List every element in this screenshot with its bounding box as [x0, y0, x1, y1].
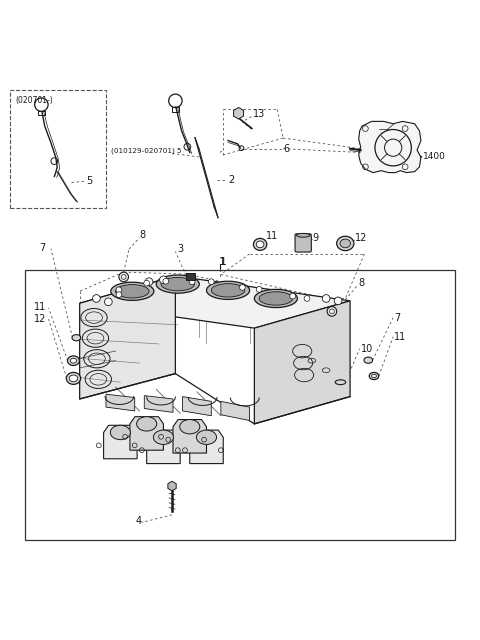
- Bar: [24, 269, 456, 540]
- Text: 4: 4: [136, 516, 142, 526]
- Ellipse shape: [68, 356, 79, 365]
- Ellipse shape: [69, 375, 78, 381]
- Text: 8: 8: [359, 278, 365, 287]
- Polygon shape: [147, 430, 180, 463]
- Ellipse shape: [340, 239, 350, 248]
- Circle shape: [256, 287, 262, 292]
- Ellipse shape: [206, 281, 250, 300]
- Ellipse shape: [72, 335, 81, 341]
- Circle shape: [334, 297, 342, 305]
- Polygon shape: [130, 417, 163, 450]
- Text: (010129-020701) 5: (010129-020701) 5: [111, 148, 181, 154]
- Ellipse shape: [254, 289, 298, 308]
- Polygon shape: [80, 276, 350, 328]
- Circle shape: [304, 296, 310, 301]
- Text: (020701-): (020701-): [15, 96, 53, 105]
- Text: 8: 8: [140, 230, 145, 240]
- Text: 1400: 1400: [423, 152, 446, 161]
- Polygon shape: [80, 276, 175, 399]
- Circle shape: [116, 287, 122, 292]
- Polygon shape: [182, 397, 211, 416]
- Ellipse shape: [297, 234, 310, 237]
- Text: 7: 7: [39, 243, 45, 253]
- Polygon shape: [221, 401, 250, 420]
- FancyBboxPatch shape: [295, 234, 312, 252]
- Text: 6: 6: [283, 143, 289, 154]
- Circle shape: [144, 280, 150, 286]
- Polygon shape: [104, 426, 137, 459]
- Circle shape: [240, 285, 245, 291]
- Ellipse shape: [259, 292, 293, 305]
- Ellipse shape: [154, 430, 173, 444]
- Ellipse shape: [196, 430, 216, 444]
- Circle shape: [93, 294, 100, 302]
- Ellipse shape: [256, 241, 264, 248]
- Circle shape: [290, 293, 296, 299]
- Polygon shape: [173, 420, 206, 453]
- Circle shape: [119, 272, 129, 282]
- Bar: [186, 273, 195, 280]
- Ellipse shape: [66, 372, 81, 385]
- Ellipse shape: [364, 357, 372, 364]
- Text: 10: 10: [360, 344, 373, 354]
- Polygon shape: [106, 394, 135, 411]
- Circle shape: [116, 292, 122, 298]
- Ellipse shape: [161, 277, 194, 291]
- Circle shape: [105, 298, 112, 306]
- Text: 12: 12: [34, 314, 47, 324]
- Text: 12: 12: [355, 233, 367, 243]
- Ellipse shape: [253, 238, 267, 250]
- Circle shape: [163, 278, 168, 284]
- Ellipse shape: [180, 420, 200, 434]
- Text: 1: 1: [218, 257, 226, 267]
- Circle shape: [145, 278, 153, 285]
- Text: 5: 5: [86, 176, 92, 186]
- Ellipse shape: [211, 284, 245, 297]
- Polygon shape: [359, 122, 421, 173]
- Polygon shape: [254, 301, 350, 424]
- Text: 11: 11: [266, 231, 278, 241]
- Text: 11: 11: [394, 332, 407, 342]
- Ellipse shape: [116, 285, 149, 298]
- Text: 11: 11: [34, 301, 47, 312]
- Circle shape: [327, 307, 336, 316]
- Ellipse shape: [336, 236, 354, 251]
- Ellipse shape: [372, 374, 376, 378]
- Circle shape: [323, 294, 330, 302]
- Circle shape: [189, 279, 195, 285]
- Text: 2: 2: [228, 175, 234, 185]
- Circle shape: [159, 276, 167, 284]
- Circle shape: [208, 279, 214, 285]
- Text: 9: 9: [313, 233, 319, 243]
- Ellipse shape: [111, 282, 154, 300]
- Ellipse shape: [71, 358, 76, 363]
- Ellipse shape: [137, 417, 157, 431]
- Polygon shape: [190, 430, 223, 463]
- Ellipse shape: [110, 426, 131, 440]
- Text: 1: 1: [220, 257, 227, 267]
- Bar: [10, 90, 106, 207]
- Ellipse shape: [156, 275, 199, 293]
- Polygon shape: [144, 396, 173, 412]
- Text: 7: 7: [394, 312, 400, 323]
- Text: 13: 13: [253, 109, 265, 119]
- Ellipse shape: [369, 372, 379, 380]
- Text: 3: 3: [177, 244, 183, 254]
- Ellipse shape: [335, 380, 346, 385]
